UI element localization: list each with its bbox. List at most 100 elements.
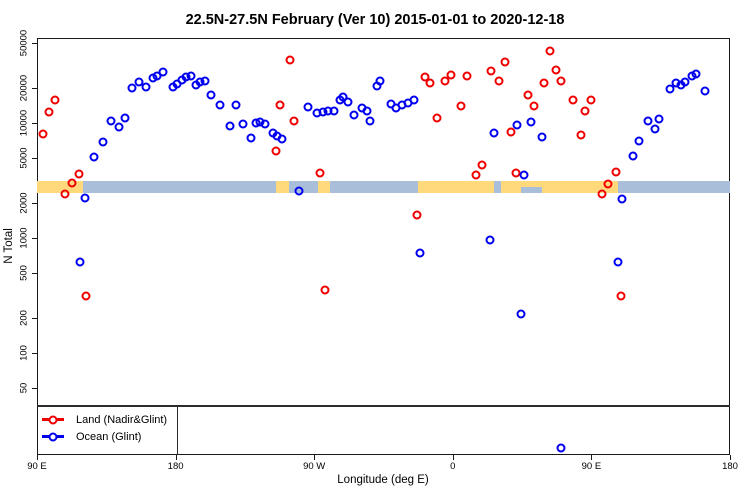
plot-area (37, 38, 730, 455)
data-point (338, 92, 348, 102)
data-point (200, 76, 210, 86)
x-tick-label: 180 (722, 461, 738, 472)
data-point (519, 170, 529, 180)
data-point (98, 137, 108, 147)
x-axis-tick (452, 455, 454, 460)
data-point (246, 133, 256, 143)
data-point (486, 66, 496, 76)
data-point (611, 167, 621, 177)
data-point (586, 95, 596, 105)
data-point (526, 117, 536, 127)
data-point (446, 70, 456, 80)
y-tick-label: 50 (18, 382, 30, 393)
data-point (225, 121, 234, 131)
data-point (537, 132, 547, 142)
data-point (158, 67, 168, 77)
data-point (277, 134, 287, 144)
data-point (616, 291, 626, 301)
data-point (289, 116, 299, 126)
data-point (471, 170, 481, 180)
map-band-land-segment (418, 181, 494, 194)
x-axis-tick (314, 455, 316, 460)
x-tick-label: 180 (167, 461, 184, 472)
data-point (597, 189, 607, 199)
legend-box-right-border (177, 405, 179, 455)
data-point (680, 77, 690, 87)
data-point (141, 82, 151, 92)
land-marker-icon (42, 415, 64, 424)
data-point (38, 129, 48, 139)
data-point (529, 101, 539, 111)
data-point (613, 257, 623, 267)
data-point (432, 113, 442, 123)
data-point (650, 124, 660, 134)
data-point (106, 116, 116, 126)
data-point (67, 178, 77, 188)
y-tick-label: 200 (18, 310, 30, 327)
x-axis-tick (175, 455, 177, 460)
data-point (362, 106, 372, 116)
y-axis-tick (32, 318, 37, 320)
x-tick-label: 0 (450, 461, 456, 472)
data-point (456, 101, 465, 111)
data-point (271, 146, 281, 156)
data-point (494, 76, 504, 86)
data-point (89, 152, 99, 162)
data-point (700, 86, 710, 96)
data-point (576, 130, 586, 140)
y-axis-tick (32, 88, 37, 90)
data-point (603, 179, 613, 189)
x-axis-tick (730, 455, 731, 460)
y-axis-tick (32, 353, 37, 354)
x-axis-tick (591, 455, 593, 460)
data-point (643, 116, 653, 126)
x-axis-label: Longitude (deg E) (337, 474, 429, 486)
data-point (634, 136, 644, 146)
data-point (512, 120, 522, 130)
y-axis-tick (32, 157, 37, 159)
data-point (500, 57, 510, 67)
data-point (285, 55, 295, 65)
map-band-land-segment (275, 181, 289, 194)
y-tick-label: 5000 (18, 147, 30, 169)
x-tick-label: 90 W (303, 461, 326, 472)
x-axis-tick (37, 455, 38, 460)
legend-label-land: Land (Nadir&Glint) (76, 413, 168, 426)
legend: Land (Nadir&Glint) Ocean (Glint) (42, 411, 167, 445)
data-point (489, 128, 499, 138)
data-point (75, 257, 85, 267)
data-point (545, 46, 555, 56)
data-point (556, 76, 566, 86)
data-point (343, 97, 353, 107)
map-band-ocean (37, 181, 730, 194)
y-axis-tick (32, 238, 37, 239)
data-point (134, 77, 144, 87)
data-point (691, 69, 701, 79)
data-point (294, 186, 304, 196)
data-point (114, 122, 124, 132)
data-point (120, 113, 130, 123)
data-point (81, 291, 91, 301)
data-point (231, 100, 241, 110)
y-tick-label: 1000 (18, 227, 30, 249)
data-point (425, 78, 435, 88)
y-tick-label: 50000 (18, 29, 30, 56)
x-tick-label: 90 E (581, 461, 602, 472)
data-point (485, 235, 495, 245)
legend-label-ocean: Ocean (Glint) (76, 430, 142, 443)
data-point (568, 95, 578, 105)
data-point (375, 76, 385, 86)
y-tick-label: 500 (18, 264, 30, 281)
data-point (349, 110, 359, 120)
map-band-land-segment (37, 181, 84, 194)
data-point (315, 168, 325, 178)
y-axis-label: N Total (3, 228, 15, 264)
data-point (462, 71, 472, 81)
legend-item-ocean: Ocean (Glint) (42, 428, 167, 445)
data-point (628, 151, 638, 161)
data-point (409, 95, 419, 105)
data-point (539, 78, 549, 88)
y-tick-label: 10000 (18, 109, 30, 137)
data-point (617, 194, 627, 204)
